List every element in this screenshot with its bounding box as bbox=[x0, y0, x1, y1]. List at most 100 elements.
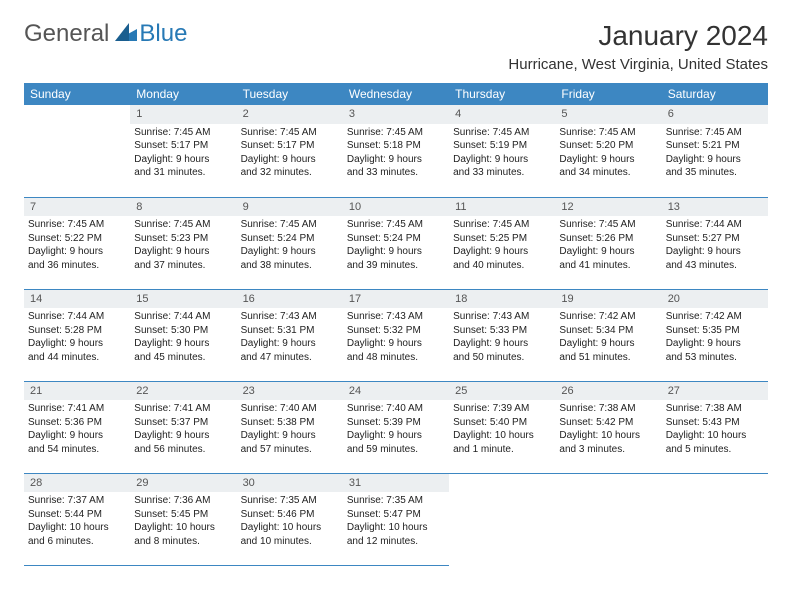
day-body: Sunrise: 7:38 AMSunset: 5:43 PMDaylight:… bbox=[662, 400, 768, 460]
day-number: 29 bbox=[130, 474, 236, 493]
day-number: 14 bbox=[24, 290, 130, 309]
day-line-dl2: and 48 minutes. bbox=[347, 351, 445, 365]
day-body: Sunrise: 7:45 AMSunset: 5:26 PMDaylight:… bbox=[555, 216, 661, 276]
day-line-dl2: and 40 minutes. bbox=[453, 259, 551, 273]
calendar-cell: 22Sunrise: 7:41 AMSunset: 5:37 PMDayligh… bbox=[130, 381, 236, 473]
day-line-dl1: Daylight: 9 hours bbox=[134, 153, 232, 167]
calendar-cell: 14Sunrise: 7:44 AMSunset: 5:28 PMDayligh… bbox=[24, 289, 130, 381]
day-line-ss: Sunset: 5:30 PM bbox=[134, 324, 232, 338]
day-line-sr: Sunrise: 7:35 AM bbox=[241, 494, 339, 508]
calendar-cell: 27Sunrise: 7:38 AMSunset: 5:43 PMDayligh… bbox=[662, 381, 768, 473]
day-number: 7 bbox=[24, 198, 130, 217]
day-body: Sunrise: 7:45 AMSunset: 5:17 PMDaylight:… bbox=[237, 124, 343, 184]
calendar-cell bbox=[449, 473, 555, 565]
day-number: 27 bbox=[662, 382, 768, 401]
day-line-dl1: Daylight: 9 hours bbox=[347, 245, 445, 259]
day-line-ss: Sunset: 5:24 PM bbox=[241, 232, 339, 246]
day-number: 15 bbox=[130, 290, 236, 309]
day-number: 26 bbox=[555, 382, 661, 401]
calendar-week-row: 14Sunrise: 7:44 AMSunset: 5:28 PMDayligh… bbox=[24, 289, 768, 381]
day-line-dl1: Daylight: 9 hours bbox=[28, 337, 126, 351]
day-line-dl2: and 53 minutes. bbox=[666, 351, 764, 365]
day-line-ss: Sunset: 5:21 PM bbox=[666, 139, 764, 153]
day-line-dl1: Daylight: 10 hours bbox=[241, 521, 339, 535]
day-line-sr: Sunrise: 7:39 AM bbox=[453, 402, 551, 416]
day-line-dl2: and 8 minutes. bbox=[134, 535, 232, 549]
calendar-table: Sunday Monday Tuesday Wednesday Thursday… bbox=[24, 83, 768, 566]
day-line-dl2: and 3 minutes. bbox=[559, 443, 657, 457]
dow-sunday: Sunday bbox=[24, 83, 130, 105]
calendar-cell: 9Sunrise: 7:45 AMSunset: 5:24 PMDaylight… bbox=[237, 197, 343, 289]
day-line-dl2: and 50 minutes. bbox=[453, 351, 551, 365]
calendar-cell: 7Sunrise: 7:45 AMSunset: 5:22 PMDaylight… bbox=[24, 197, 130, 289]
day-line-ss: Sunset: 5:20 PM bbox=[559, 139, 657, 153]
calendar-cell: 29Sunrise: 7:36 AMSunset: 5:45 PMDayligh… bbox=[130, 473, 236, 565]
calendar-cell: 10Sunrise: 7:45 AMSunset: 5:24 PMDayligh… bbox=[343, 197, 449, 289]
calendar-cell: 11Sunrise: 7:45 AMSunset: 5:25 PMDayligh… bbox=[449, 197, 555, 289]
day-number: 31 bbox=[343, 474, 449, 493]
day-line-ss: Sunset: 5:17 PM bbox=[134, 139, 232, 153]
day-number: 22 bbox=[130, 382, 236, 401]
calendar-cell bbox=[24, 105, 130, 197]
calendar-body: 1Sunrise: 7:45 AMSunset: 5:17 PMDaylight… bbox=[24, 105, 768, 565]
day-body: Sunrise: 7:38 AMSunset: 5:42 PMDaylight:… bbox=[555, 400, 661, 460]
calendar-cell: 17Sunrise: 7:43 AMSunset: 5:32 PMDayligh… bbox=[343, 289, 449, 381]
day-number: 17 bbox=[343, 290, 449, 309]
calendar-cell: 19Sunrise: 7:42 AMSunset: 5:34 PMDayligh… bbox=[555, 289, 661, 381]
day-body: Sunrise: 7:45 AMSunset: 5:19 PMDaylight:… bbox=[449, 124, 555, 184]
day-line-ss: Sunset: 5:34 PM bbox=[559, 324, 657, 338]
day-body: Sunrise: 7:41 AMSunset: 5:37 PMDaylight:… bbox=[130, 400, 236, 460]
day-line-ss: Sunset: 5:26 PM bbox=[559, 232, 657, 246]
day-line-dl1: Daylight: 9 hours bbox=[453, 337, 551, 351]
calendar-week-row: 21Sunrise: 7:41 AMSunset: 5:36 PMDayligh… bbox=[24, 381, 768, 473]
day-number: 11 bbox=[449, 198, 555, 217]
day-body: Sunrise: 7:39 AMSunset: 5:40 PMDaylight:… bbox=[449, 400, 555, 460]
day-line-ss: Sunset: 5:18 PM bbox=[347, 139, 445, 153]
day-line-dl1: Daylight: 9 hours bbox=[241, 153, 339, 167]
day-line-sr: Sunrise: 7:44 AM bbox=[666, 218, 764, 232]
day-line-sr: Sunrise: 7:44 AM bbox=[28, 310, 126, 324]
day-line-sr: Sunrise: 7:42 AM bbox=[559, 310, 657, 324]
calendar-cell: 24Sunrise: 7:40 AMSunset: 5:39 PMDayligh… bbox=[343, 381, 449, 473]
day-line-dl1: Daylight: 9 hours bbox=[241, 429, 339, 443]
calendar-cell: 31Sunrise: 7:35 AMSunset: 5:47 PMDayligh… bbox=[343, 473, 449, 565]
calendar-cell: 16Sunrise: 7:43 AMSunset: 5:31 PMDayligh… bbox=[237, 289, 343, 381]
day-line-sr: Sunrise: 7:45 AM bbox=[347, 218, 445, 232]
day-line-dl1: Daylight: 9 hours bbox=[28, 245, 126, 259]
day-body: Sunrise: 7:43 AMSunset: 5:33 PMDaylight:… bbox=[449, 308, 555, 368]
day-number: 2 bbox=[237, 105, 343, 124]
day-body: Sunrise: 7:45 AMSunset: 5:18 PMDaylight:… bbox=[343, 124, 449, 184]
day-line-dl1: Daylight: 9 hours bbox=[453, 153, 551, 167]
day-line-sr: Sunrise: 7:35 AM bbox=[347, 494, 445, 508]
day-line-dl1: Daylight: 9 hours bbox=[666, 245, 764, 259]
day-line-sr: Sunrise: 7:40 AM bbox=[347, 402, 445, 416]
day-line-ss: Sunset: 5:19 PM bbox=[453, 139, 551, 153]
day-body: Sunrise: 7:43 AMSunset: 5:32 PMDaylight:… bbox=[343, 308, 449, 368]
day-line-ss: Sunset: 5:35 PM bbox=[666, 324, 764, 338]
day-number: 18 bbox=[449, 290, 555, 309]
day-line-dl1: Daylight: 9 hours bbox=[559, 337, 657, 351]
day-number: 10 bbox=[343, 198, 449, 217]
day-line-sr: Sunrise: 7:43 AM bbox=[453, 310, 551, 324]
calendar-cell: 6Sunrise: 7:45 AMSunset: 5:21 PMDaylight… bbox=[662, 105, 768, 197]
day-line-dl1: Daylight: 10 hours bbox=[453, 429, 551, 443]
day-line-ss: Sunset: 5:44 PM bbox=[28, 508, 126, 522]
day-line-dl1: Daylight: 9 hours bbox=[559, 245, 657, 259]
day-line-dl1: Daylight: 10 hours bbox=[134, 521, 232, 535]
calendar-cell: 1Sunrise: 7:45 AMSunset: 5:17 PMDaylight… bbox=[130, 105, 236, 197]
day-line-sr: Sunrise: 7:41 AM bbox=[28, 402, 126, 416]
day-number: 13 bbox=[662, 198, 768, 217]
day-line-dl2: and 10 minutes. bbox=[241, 535, 339, 549]
day-body: Sunrise: 7:41 AMSunset: 5:36 PMDaylight:… bbox=[24, 400, 130, 460]
day-number: 28 bbox=[24, 474, 130, 493]
day-line-sr: Sunrise: 7:38 AM bbox=[666, 402, 764, 416]
calendar-cell: 18Sunrise: 7:43 AMSunset: 5:33 PMDayligh… bbox=[449, 289, 555, 381]
day-line-ss: Sunset: 5:24 PM bbox=[347, 232, 445, 246]
day-line-sr: Sunrise: 7:45 AM bbox=[559, 218, 657, 232]
day-line-sr: Sunrise: 7:45 AM bbox=[347, 126, 445, 140]
day-number: 19 bbox=[555, 290, 661, 309]
day-body: Sunrise: 7:37 AMSunset: 5:44 PMDaylight:… bbox=[24, 492, 130, 552]
day-line-ss: Sunset: 5:47 PM bbox=[347, 508, 445, 522]
day-body: Sunrise: 7:45 AMSunset: 5:20 PMDaylight:… bbox=[555, 124, 661, 184]
day-line-ss: Sunset: 5:22 PM bbox=[28, 232, 126, 246]
